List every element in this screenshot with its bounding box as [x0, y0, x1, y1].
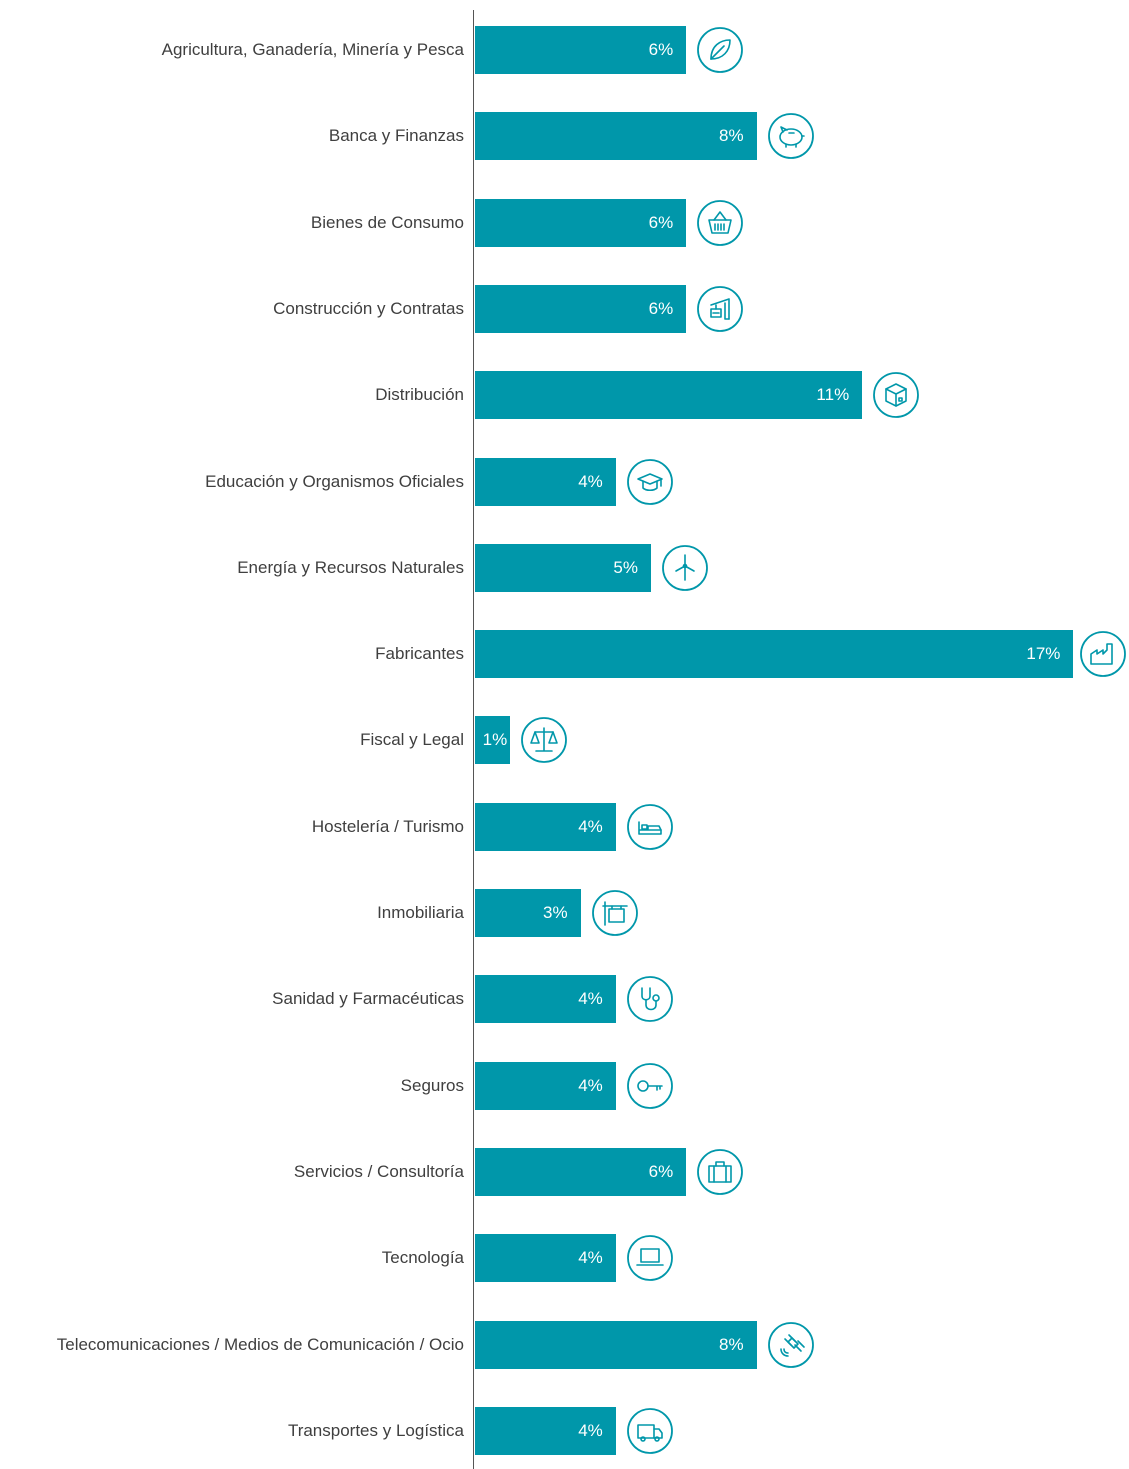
leaf-icon [696, 26, 744, 74]
wind-turbine-icon [661, 544, 709, 592]
value-label: 6% [648, 212, 674, 232]
category-label: Energía y Recursos Naturales [237, 557, 464, 577]
category-label: Hostelería / Turismo [311, 816, 464, 836]
value-label: 1% [482, 730, 508, 750]
bar: 6% [475, 284, 687, 333]
shopping-basket-icon [696, 199, 744, 247]
category-label: Agricultura, Ganadería, Minería y Pesca [161, 40, 464, 59]
value-label: 4% [578, 1248, 603, 1268]
bar: 3% [475, 889, 581, 937]
value-label: 4% [578, 989, 603, 1009]
value-label: 4% [578, 816, 603, 836]
value-label: 3% [543, 903, 568, 922]
bar: 6% [475, 198, 687, 247]
bar: 8% [475, 112, 757, 161]
key-icon [626, 1062, 674, 1110]
briefcase-icon [696, 1148, 744, 1196]
real-estate-sign-icon [591, 889, 639, 937]
category-label: Fabricantes [375, 644, 464, 664]
bed-icon [626, 803, 674, 851]
value-label: 17% [1026, 644, 1061, 664]
bar: 4% [475, 1406, 616, 1455]
bar: 1% [475, 716, 511, 765]
y-axis-line [473, 10, 474, 1469]
bar: 4% [475, 1234, 616, 1283]
value-label: 11% [816, 385, 850, 405]
bar: 8% [475, 1320, 757, 1369]
bar: 6% [475, 1147, 687, 1196]
bar: 6% [475, 26, 687, 74]
bar: 17% [475, 630, 1074, 679]
bar: 11% [475, 371, 863, 420]
bar: 4% [475, 975, 616, 1024]
delivery-truck-icon [626, 1407, 674, 1455]
value-label: 5% [613, 557, 638, 577]
scales-icon [520, 716, 568, 764]
category-label: Telecomunicaciones / Medios de Comunicac… [56, 1334, 464, 1354]
category-label: Seguros [400, 1075, 464, 1095]
stethoscope-icon [626, 975, 674, 1023]
bar: 4% [475, 802, 616, 851]
category-label: Tecnología [381, 1248, 464, 1268]
bar: 5% [475, 543, 651, 592]
laptop-icon [626, 1234, 674, 1282]
category-label: Transportes y Logística [287, 1420, 464, 1440]
bar: 4% [475, 1061, 616, 1110]
category-label: Fiscal y Legal [360, 730, 464, 750]
category-label: Sanidad y Farmacéuticas [272, 989, 464, 1009]
value-label: 4% [578, 1420, 603, 1440]
construction-crane-icon [696, 285, 744, 333]
category-label: Educación y Organismos Oficiales [205, 471, 464, 491]
category-label: Servicios / Consultoría [293, 1161, 464, 1181]
value-label: 8% [719, 126, 744, 146]
satellite-icon [767, 1321, 815, 1369]
value-label: 6% [648, 40, 674, 59]
bar: 4% [475, 457, 616, 506]
category-label: Distribución [375, 385, 464, 405]
graduation-cap-icon [626, 458, 674, 506]
value-label: 6% [648, 1161, 674, 1181]
value-label: 4% [578, 471, 603, 491]
category-label: Banca y Finanzas [328, 126, 464, 146]
category-label: Construcción y Contratas [273, 298, 464, 318]
factory-icon [1079, 630, 1127, 678]
package-box-icon [872, 371, 920, 419]
value-label: 6% [648, 298, 674, 318]
category-label: Inmobiliaria [377, 903, 464, 922]
value-label: 4% [578, 1075, 603, 1095]
value-label: 8% [719, 1334, 744, 1354]
piggy-bank-icon [767, 112, 815, 160]
category-label: Bienes de Consumo [310, 212, 464, 232]
